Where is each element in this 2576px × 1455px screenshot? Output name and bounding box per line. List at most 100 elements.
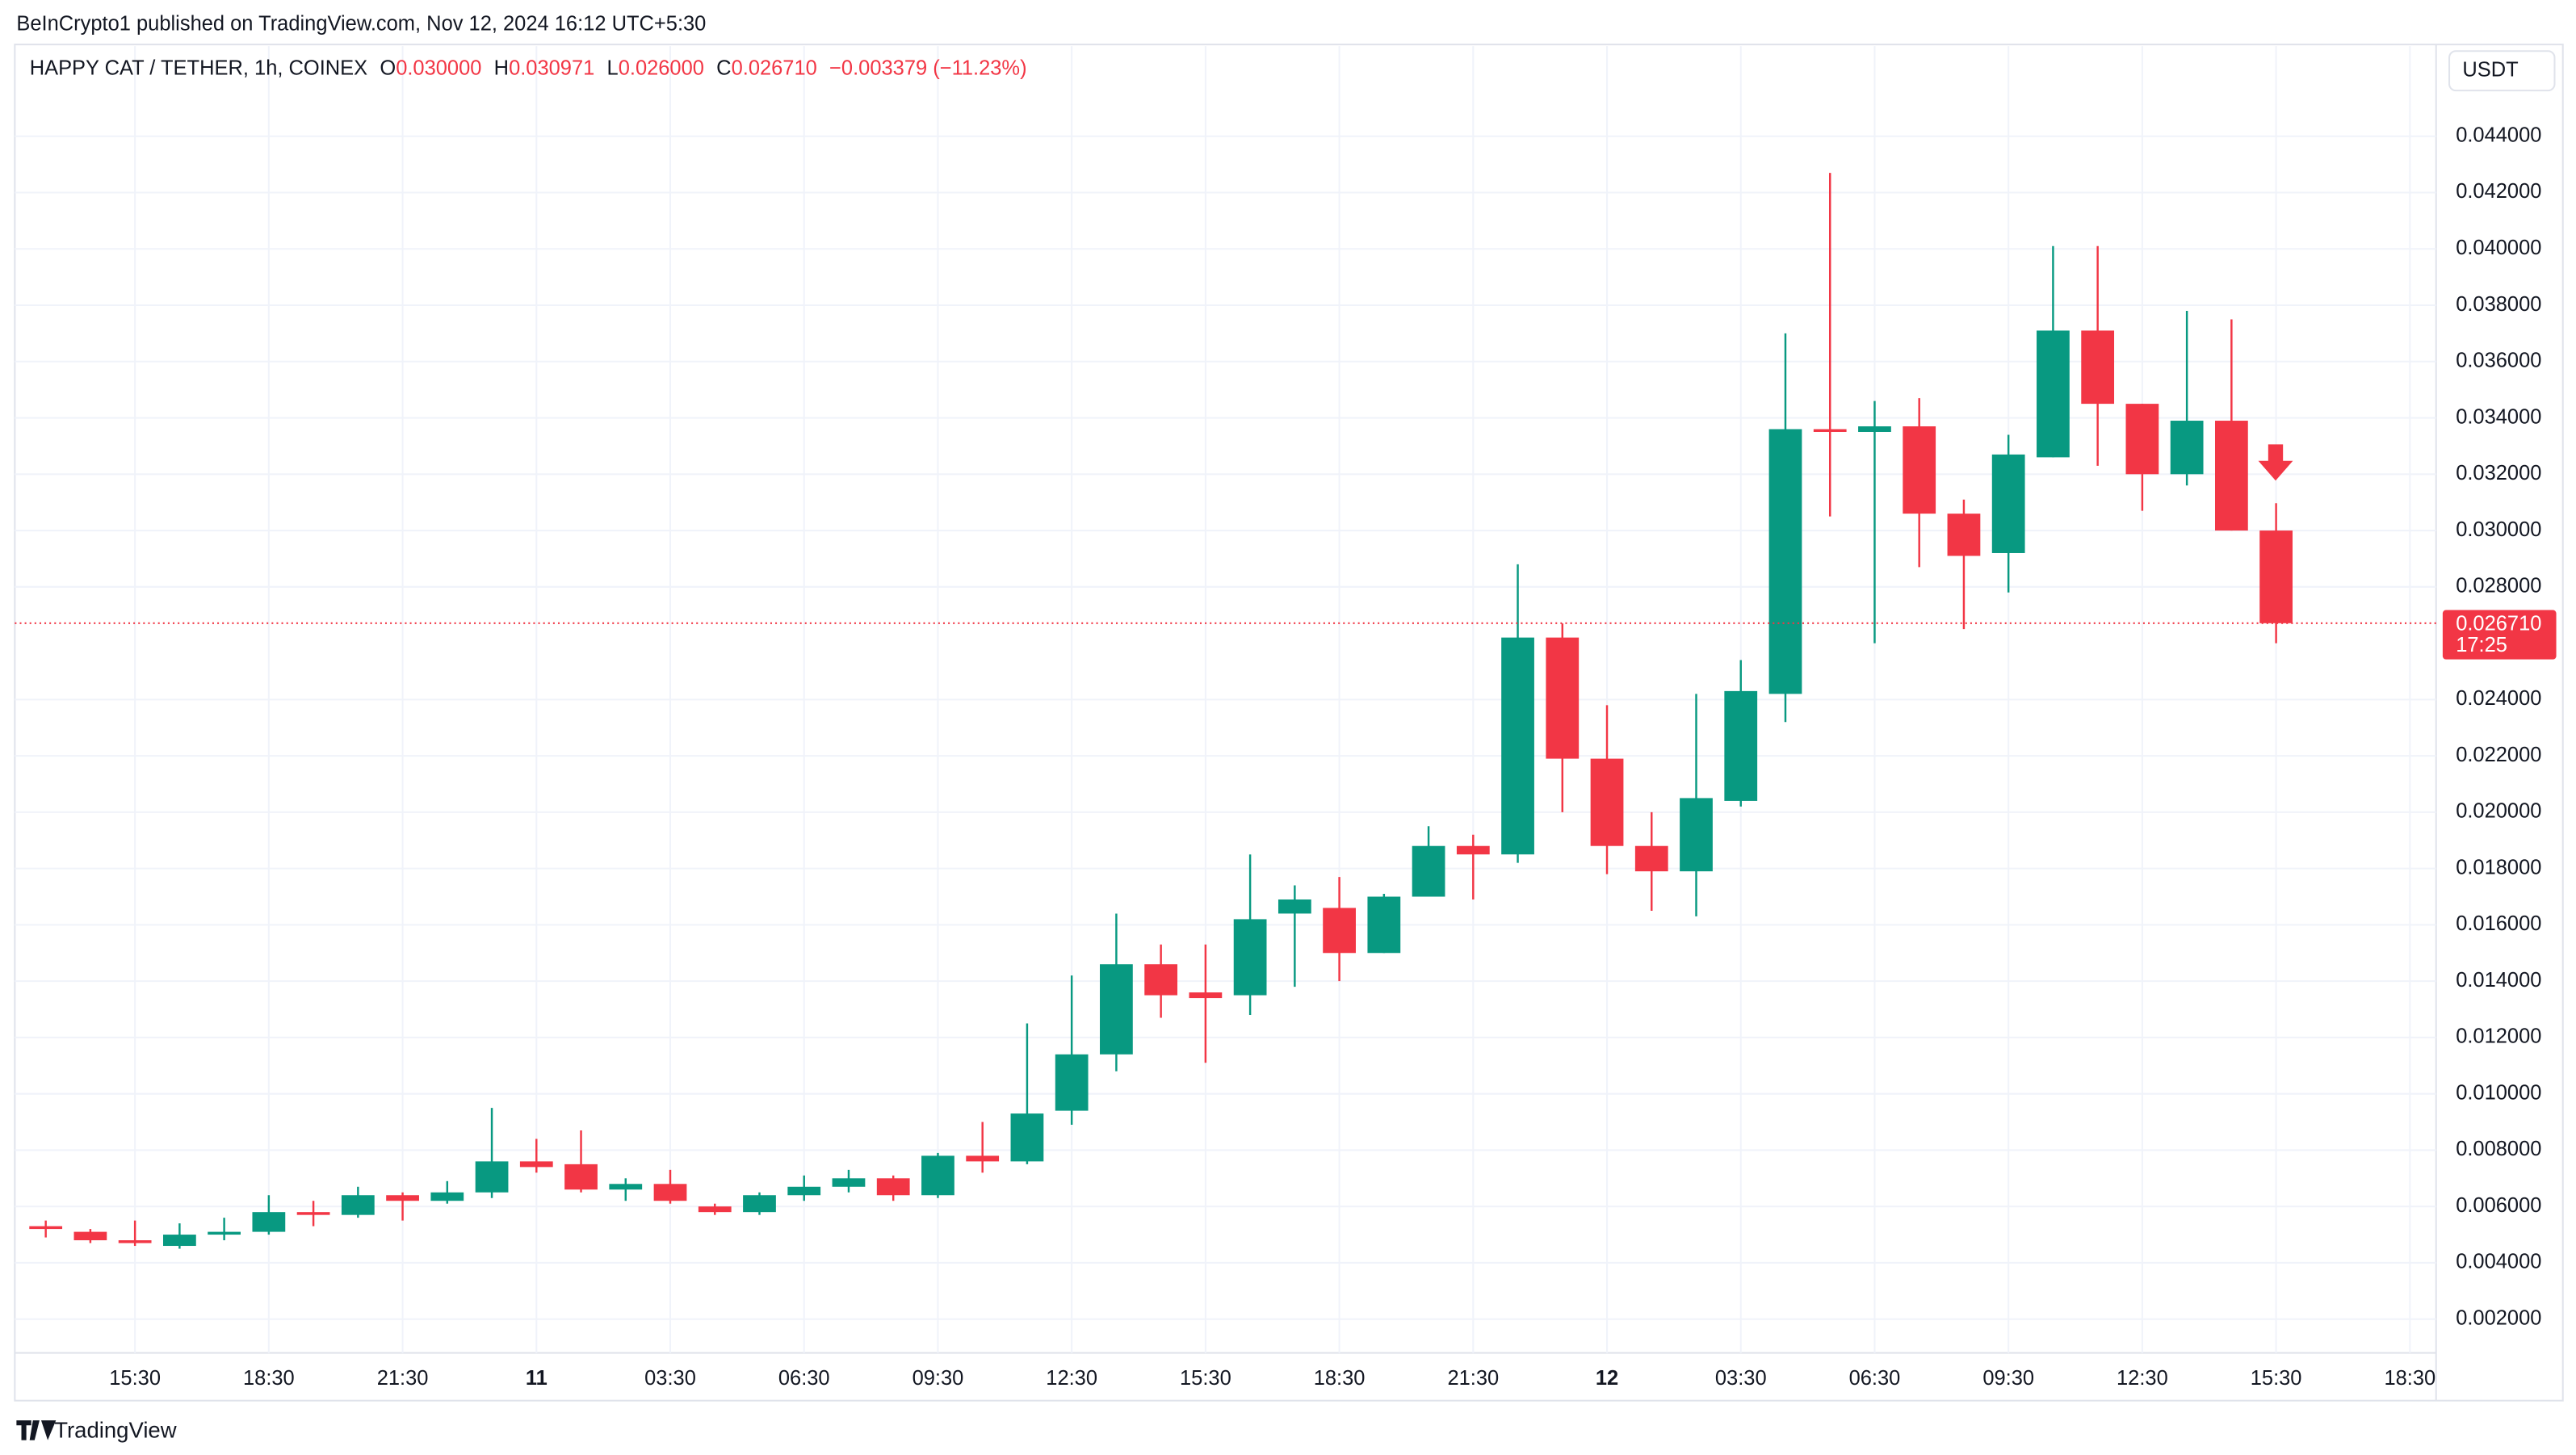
candle-body [1991, 454, 2025, 553]
x-tick-label: 21:30 [1447, 1367, 1499, 1390]
candle-body [1947, 514, 1981, 556]
x-tick-label: 18:30 [1314, 1367, 1366, 1390]
chart-frame [14, 44, 2564, 1402]
candle-body [2259, 530, 2293, 623]
y-tick-label: 0.042000 [2456, 180, 2541, 203]
y-tick-label: 0.038000 [2456, 293, 2541, 316]
y-tick-label: 0.022000 [2456, 744, 2541, 766]
y-tick-label: 0.044000 [2456, 124, 2541, 146]
x-tick-label: 03:30 [644, 1367, 696, 1390]
candle-body [1055, 1054, 1089, 1111]
y-tick-label: 0.034000 [2456, 405, 2541, 428]
candle-body [1367, 896, 1401, 954]
candle-body [1100, 964, 1133, 1055]
candle-body [1858, 426, 1891, 432]
candle-body [29, 1226, 63, 1230]
y-tick-label: 0.036000 [2456, 350, 2541, 372]
candle-body [1278, 899, 1311, 914]
candle-body [162, 1235, 196, 1247]
candle-body [1724, 690, 1758, 801]
x-tick-label: 15:30 [109, 1367, 161, 1390]
candle-body [2037, 330, 2070, 458]
x-tick-label: 06:30 [1849, 1367, 1901, 1390]
candle-body [1813, 429, 1847, 432]
candle-body [73, 1231, 107, 1241]
candle-body [1233, 919, 1267, 996]
candle-body [787, 1186, 821, 1196]
low-label: L [607, 57, 619, 79]
y-tick-label: 0.006000 [2456, 1194, 2541, 1217]
candle-body [341, 1195, 375, 1215]
close-label: C [716, 57, 731, 79]
candle-body [743, 1195, 776, 1213]
candle-body [698, 1206, 732, 1213]
grid [15, 46, 2436, 1353]
candle-body [1903, 426, 1936, 514]
candle-body [832, 1178, 866, 1187]
x-tick-label: 15:30 [2251, 1367, 2302, 1390]
candle-body [1010, 1113, 1044, 1162]
low-value: 0.026000 [619, 57, 704, 79]
open-label: O [380, 57, 396, 79]
price-tag [2442, 610, 2557, 660]
candle-body [2170, 421, 2204, 475]
x-tick-label: 12:30 [1046, 1367, 1097, 1390]
brand: TradingView [16, 1418, 177, 1443]
y-tick-label: 0.010000 [2456, 1081, 2541, 1104]
x-tick-label: 21:30 [377, 1367, 429, 1390]
y-tick-label: 0.040000 [2456, 237, 2541, 259]
x-tick-label: 12:30 [2117, 1367, 2168, 1390]
candle-body [252, 1212, 286, 1232]
y-tick-label: 0.014000 [2456, 969, 2541, 992]
legend: HAPPY CAT / TETHER, 1h, COINEX O0.030000… [30, 57, 1027, 79]
x-tick-label: 06:30 [778, 1367, 830, 1390]
y-tick-label: 0.016000 [2456, 912, 2541, 935]
candle-body [609, 1184, 643, 1190]
candle-body [1768, 429, 1802, 694]
x-tick-label: 15:30 [1180, 1367, 1231, 1390]
close-value: 0.026710 [732, 57, 817, 79]
x-tick-label: 12 [1596, 1367, 1618, 1390]
candle-body [1456, 845, 1490, 855]
candle-body [1412, 845, 1445, 897]
change-value: −0.003379 (−11.23%) [829, 57, 1027, 79]
candle-body [1323, 908, 1356, 954]
down-arrow-annotation [2258, 444, 2293, 481]
y-tick-label: 0.018000 [2456, 856, 2541, 878]
high-value: 0.030971 [509, 57, 594, 79]
currency-button[interactable] [2448, 50, 2556, 92]
y-tick-label: 0.030000 [2456, 518, 2541, 541]
candle-body [2081, 330, 2115, 405]
candle-body [386, 1195, 419, 1201]
candle-body [1189, 992, 1223, 999]
y-tick-label: 0.002000 [2456, 1306, 2541, 1329]
candle-body [564, 1164, 598, 1190]
candle-body [296, 1212, 330, 1215]
y-tick-label: 0.028000 [2456, 575, 2541, 598]
y-tick-label: 0.004000 [2456, 1251, 2541, 1273]
high-label: H [494, 57, 509, 79]
candle-body [2125, 404, 2159, 475]
candle-body [430, 1192, 464, 1201]
y-tick-label: 0.008000 [2456, 1138, 2541, 1160]
candle-body [1680, 798, 1713, 872]
price-tag-price: 0.026710 [2456, 613, 2541, 635]
y-tick-label: 0.024000 [2456, 687, 2541, 710]
x-tick-label: 09:30 [1982, 1367, 2034, 1390]
candle-body [653, 1184, 687, 1201]
y-tick-label: 0.020000 [2456, 800, 2541, 823]
symbol: HAPPY CAT / TETHER, 1h, COINEX [30, 57, 367, 79]
x-tick-label: 18:30 [243, 1367, 295, 1390]
open-value: 0.030000 [396, 57, 481, 79]
candle-body [1590, 758, 1624, 846]
y-tick-label: 0.012000 [2456, 1025, 2541, 1048]
candle-body [876, 1178, 910, 1196]
published-line: BeInCrypto1 published on TradingView.com… [16, 12, 706, 35]
candle-body [519, 1161, 553, 1168]
x-tick-label: 03:30 [1715, 1367, 1767, 1390]
candle-body [118, 1240, 152, 1243]
x-tick-label: 11 [526, 1367, 548, 1390]
